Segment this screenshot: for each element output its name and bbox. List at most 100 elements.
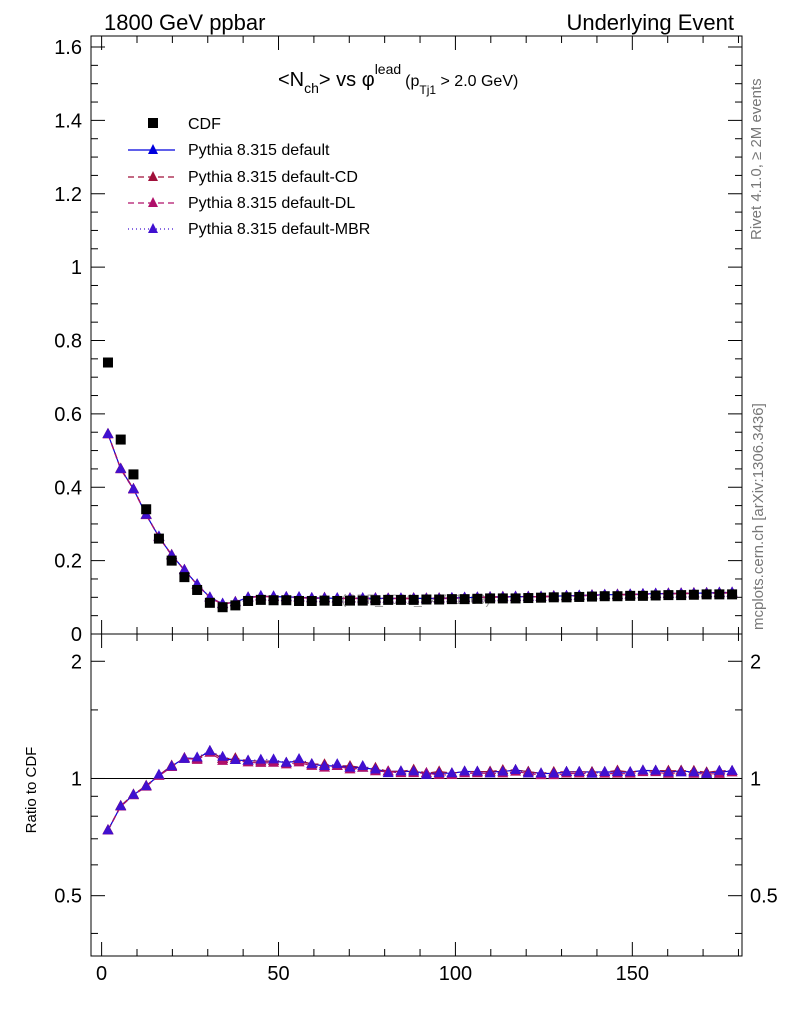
ratio-marker-s3-6 [178,752,190,763]
cdf-data-point-6 [179,572,190,583]
ratio-marker-s3-42 [637,764,649,775]
ratio-marker-s3-17 [319,759,331,770]
cdf-data-point-49 [727,589,738,600]
ratio-marker-s3-1 [115,800,127,811]
cdf-data-point-43 [650,590,661,601]
cdf-data-point-42 [637,590,648,601]
ratio-marker-s3-18 [331,758,343,769]
legend-label-default-dl: Pythia 8.315 default-DL [188,195,355,212]
ratio-marker-s3-4 [153,768,165,779]
ratio-marker-s3-12 [255,753,267,764]
main-y-tick-label-0: 0 [71,624,82,646]
ratio-series-line-2 [107,752,733,831]
ratio-marker-s3-47 [701,767,713,778]
cdf-data-point-44 [663,590,674,601]
ratio-y-axis-label: Ratio to CDF [23,747,40,834]
main-y-tick-label-1: 0.2 [54,551,82,573]
ratio-marker-s3-29 [471,765,483,776]
ratio-marker-s3-20 [357,759,369,770]
ratio-marker-s3-39 [599,766,611,777]
ratio-marker-s3-16 [306,758,318,769]
cdf-data-point-41 [625,590,636,601]
legend-marker-default-mbr [148,223,158,233]
cdf-data-point-34 [536,592,547,603]
cdf-data-point-17 [319,595,330,606]
legend-label-default-mbr: Pythia 8.315 default-MBR [188,221,370,238]
series-layer [102,357,738,835]
ratio-marker-s3-31 [497,765,509,776]
ratio-marker-s3-35 [548,767,560,778]
cdf-data-point-32 [510,593,521,604]
ratio-y-tick-label-right-2: 2 [750,651,761,673]
cdf-data-point-38 [586,591,597,602]
ratio-marker-s3-36 [561,765,573,776]
cdf-data-point-26 [434,594,445,605]
mcplots-source-label: mcplots.cern.ch [arXiv:1306.3436] [750,403,767,630]
legend-label-default: Pythia 8.315 default [188,142,330,159]
main-series-line-1 [107,433,733,605]
cdf-data-point-36 [561,592,572,603]
x-tick-label-2: 100 [439,963,472,985]
main-series-line-0 [107,433,733,605]
main-series-line-3 [107,433,733,605]
cdf-data-point-21 [370,595,381,606]
cdf-data-point-5 [166,555,177,566]
cdf-data-point-15 [294,595,305,606]
title-p-sub: Tj1 [419,83,436,97]
cdf-data-point-28 [459,594,470,605]
cdf-data-point-8 [204,597,215,608]
cdf-data-point-40 [612,591,623,602]
cdf-data-point-9 [217,602,228,613]
title-vs: > vs φ [319,69,375,91]
ratio-marker-s3-8 [204,744,216,755]
ratio-y-tick-label-left-1: 1 [71,768,82,790]
ratio-marker-s3-10 [229,754,241,765]
main-marker-s3-1 [115,462,127,473]
x-tick-label-0: 0 [96,963,107,985]
cdf-data-point-45 [676,590,687,601]
cdf-data-point-4 [153,533,164,544]
ratio-marker-s3-5 [166,760,178,771]
main-series-line-2 [107,434,733,605]
main-marker-s3-2 [127,483,139,494]
title-n-sub: ch [304,80,319,96]
main-y-tick-label-8: 1.6 [54,37,82,59]
title-p-open: (p [405,73,419,90]
cdf-data-point-13 [268,595,279,606]
cdf-data-point-2 [128,469,139,480]
ratio-marker-s3-26 [433,767,445,778]
ratio-marker-s3-24 [408,765,420,776]
main-marker-s3-0 [102,428,114,439]
legend: CDF Pythia 8.315 default Pythia 8.315 de… [128,116,370,238]
cdf-data-point-11 [243,595,254,606]
cdf-data-point-46 [688,589,699,600]
ratio-marker-s3-23 [395,765,407,776]
main-marker-s3-6 [178,564,190,575]
main-y-tick-label-3: 0.6 [54,404,82,426]
cdf-data-point-31 [497,593,508,604]
title-lead-sup: lead [375,61,401,77]
cdf-data-point-3 [141,504,152,515]
cdf-data-point-48 [714,589,725,600]
ratio-y-tick-label-left-2: 2 [71,651,82,673]
cdf-data-point-47 [701,589,712,600]
main-y-tick-label-2: 0.4 [54,477,82,499]
x-tick-label-1: 50 [267,963,289,985]
ratio-marker-s3-0 [102,824,114,835]
legend-marker-default-cd [148,171,158,181]
header-left: 1800 GeV ppbar [104,10,265,35]
ratio-y-tick-label-right-0: 0.5 [750,886,778,908]
cdf-data-point-35 [548,592,559,603]
ratio-marker-s3-15 [293,752,305,763]
main-y-tick-label-6: 1.2 [54,184,82,206]
title-n: <N [278,69,304,91]
cdf-data-point-20 [357,595,368,606]
cdf-data-point-10 [230,600,241,611]
ratio-y-tick-label-left-0: 0.5 [54,886,82,908]
ratio-marker-s3-19 [344,761,356,772]
ratio-marker-s3-22 [382,767,394,778]
cdf-data-point-19 [344,595,355,606]
cdf-data-point-22 [383,594,394,605]
cdf-data-point-23 [395,594,406,605]
